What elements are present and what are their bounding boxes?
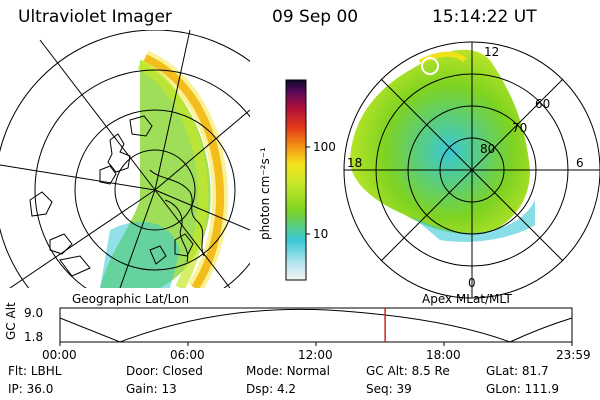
aurora-arc-halo <box>141 50 229 288</box>
timeline-tick-1800: 18:00 <box>426 348 461 362</box>
coastlines <box>29 115 205 277</box>
colorbar-tick-100: 100 <box>313 140 336 154</box>
info-mode: Mode: Normal <box>246 364 330 378</box>
info-ip: IP: 36.0 <box>8 382 54 396</box>
aurora-arc <box>143 54 225 288</box>
timeline-tick-0000: 00:00 <box>42 348 77 362</box>
timeline-axis-label: GC Alt <box>4 302 18 340</box>
timeline-tick-1200: 12:00 <box>298 348 333 362</box>
info-glon: GLon: 111.9 <box>486 382 559 396</box>
info-glat: GLat: 81.7 <box>486 364 549 378</box>
info-dsp: Dsp: 4.2 <box>246 382 297 396</box>
timeline-ymax: 9.0 <box>24 306 44 320</box>
latitude-grid <box>0 30 250 288</box>
info-gain: Gain: 13 <box>126 382 177 396</box>
info-gc-alt: GC Alt: 8.5 Re <box>366 364 450 378</box>
colorbar-ticks <box>306 146 310 235</box>
timeline-ymin: 1.8 <box>24 330 44 344</box>
mlt-label-right: 6 <box>576 156 584 170</box>
mlat-label-70: 70 <box>512 121 528 135</box>
mlat-label-60: 60 <box>535 97 551 111</box>
info-seq: Seq: 39 <box>366 382 412 396</box>
aurora-diffuse <box>100 221 180 288</box>
geographic-caption: Geographic Lat/Lon <box>72 292 190 306</box>
observation-time: 15:14:22 UT <box>432 7 537 27</box>
apex-caption: Apex MLat/MLT <box>422 292 512 306</box>
mlt-label-top: 12 <box>484 45 500 59</box>
info-door: Door: Closed <box>126 364 203 378</box>
mlt-label-bottom: 0 <box>468 276 476 290</box>
timeline-tick-0600: 06:00 <box>170 348 205 362</box>
apex-aurora <box>350 49 530 235</box>
longitude-grid <box>0 30 250 288</box>
colorbar-unit-label: photon cm⁻²s⁻¹ <box>258 147 272 240</box>
colorbar-tick-10: 10 <box>313 227 329 241</box>
colorbar <box>285 79 307 281</box>
apex-map <box>350 49 535 242</box>
geographic-map <box>0 30 250 288</box>
timeline-tick-2359: 23:59 <box>556 348 591 362</box>
info-flt: Flt: LBHL <box>8 364 62 378</box>
mlt-label-left: 18 <box>347 156 363 170</box>
instrument-title: Ultraviolet Imager <box>18 7 172 27</box>
observation-date: 09 Sep 00 <box>272 7 359 27</box>
mlat-label-80: 80 <box>480 142 496 156</box>
apex-grid <box>343 41 600 299</box>
altitude-timeline <box>59 307 573 346</box>
